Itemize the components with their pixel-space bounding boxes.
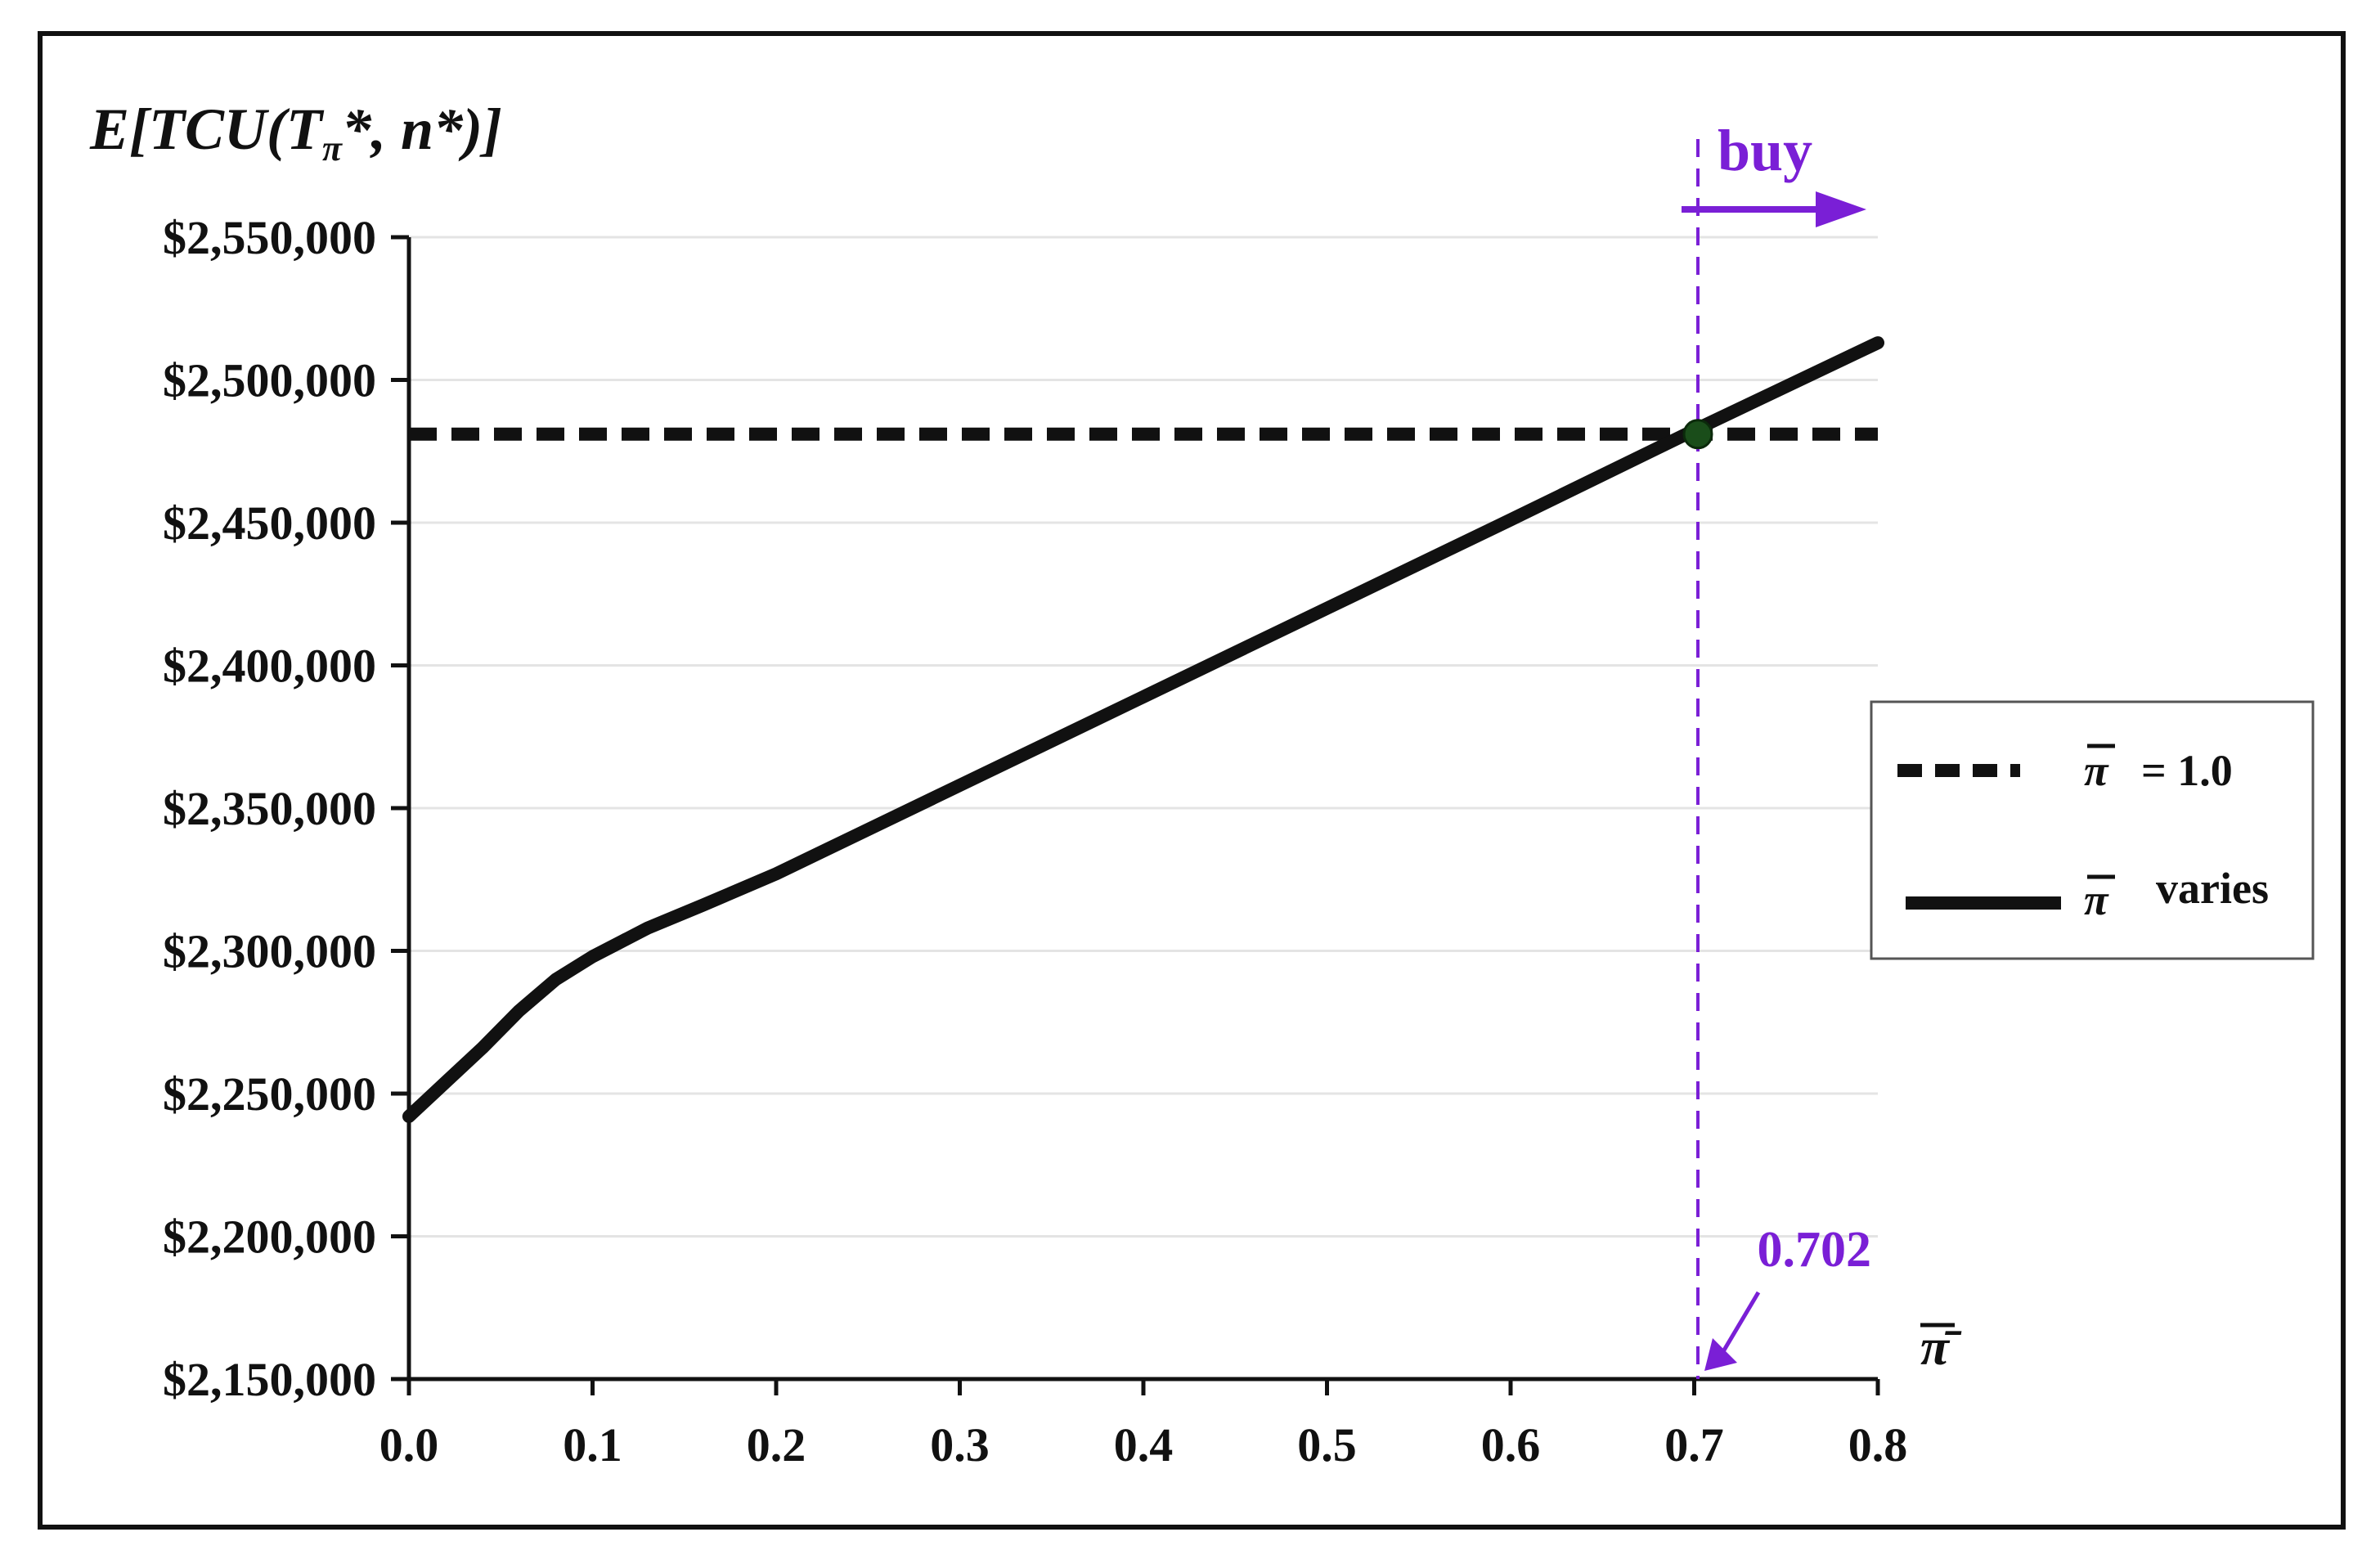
annotations: buy 0.702 bbox=[1681, 118, 1872, 1379]
x-tick-label-3: 0.3 bbox=[930, 1418, 990, 1471]
y-tick-label-5: $2,400,000 bbox=[163, 640, 376, 693]
series-line-varies bbox=[402, 336, 1884, 1123]
legend-symbol-pi-2: π bbox=[2084, 875, 2109, 924]
threshold-pointer-shaft bbox=[1720, 1291, 1761, 1355]
grid-lines bbox=[409, 236, 1878, 1238]
buy-label: buy bbox=[1718, 118, 1812, 183]
y-tick-label-4: $2,350,000 bbox=[163, 782, 376, 835]
x-tick-label-5: 0.5 bbox=[1297, 1418, 1357, 1471]
y-axis-title: E[TCU(Tπ*, n*)] bbox=[89, 97, 502, 168]
intersection-marker bbox=[1682, 419, 1713, 450]
threshold-pointer-head bbox=[1704, 1338, 1737, 1371]
x-tick-label-6: 0.6 bbox=[1481, 1418, 1541, 1471]
x-tick-label-1: 0.1 bbox=[563, 1418, 622, 1471]
y-tick-label-1: $2,200,000 bbox=[163, 1211, 376, 1264]
y-tick-label-7: $2,500,000 bbox=[163, 354, 376, 407]
buy-arrow-head bbox=[1816, 191, 1866, 227]
y-tick-label-6: $2,450,000 bbox=[163, 496, 376, 550]
legend: π = 1.0 π varies bbox=[1870, 700, 2315, 960]
x-tick-label-7: 0.7 bbox=[1664, 1418, 1724, 1471]
x-tick-label-2: 0.2 bbox=[747, 1418, 806, 1471]
y-tick-label-0: $2,150,000 bbox=[163, 1353, 376, 1406]
legend-symbol-pi: π bbox=[2084, 746, 2109, 795]
x-tick-label-4: 0.4 bbox=[1114, 1418, 1174, 1471]
y-tick-label-3: $2,300,000 bbox=[163, 925, 376, 978]
x-tick-label-0: 0.0 bbox=[379, 1418, 439, 1471]
legend-label-fixed: = 1.0 bbox=[2141, 746, 2233, 795]
y-tick-label-8: $2,550,000 bbox=[163, 211, 376, 264]
x-axis-ticks: 0.0 0.1 0.2 0.3 0.4 0.5 0.6 0.7 0.8 bbox=[379, 1379, 1908, 1471]
y-axis-ticks: $2,150,000 $2,200,000 $2,250,000 $2,300,000… bbox=[163, 211, 409, 1406]
x-tick-label-8: 0.8 bbox=[1848, 1418, 1908, 1471]
y-tick-label-2: $2,250,000 bbox=[163, 1067, 376, 1121]
x-axis-title: π̄ bbox=[1920, 1318, 1962, 1376]
threshold-value-label: 0.702 bbox=[1758, 1222, 1872, 1278]
legend-label-varies: varies bbox=[2156, 864, 2269, 913]
series-group bbox=[402, 336, 1884, 1123]
